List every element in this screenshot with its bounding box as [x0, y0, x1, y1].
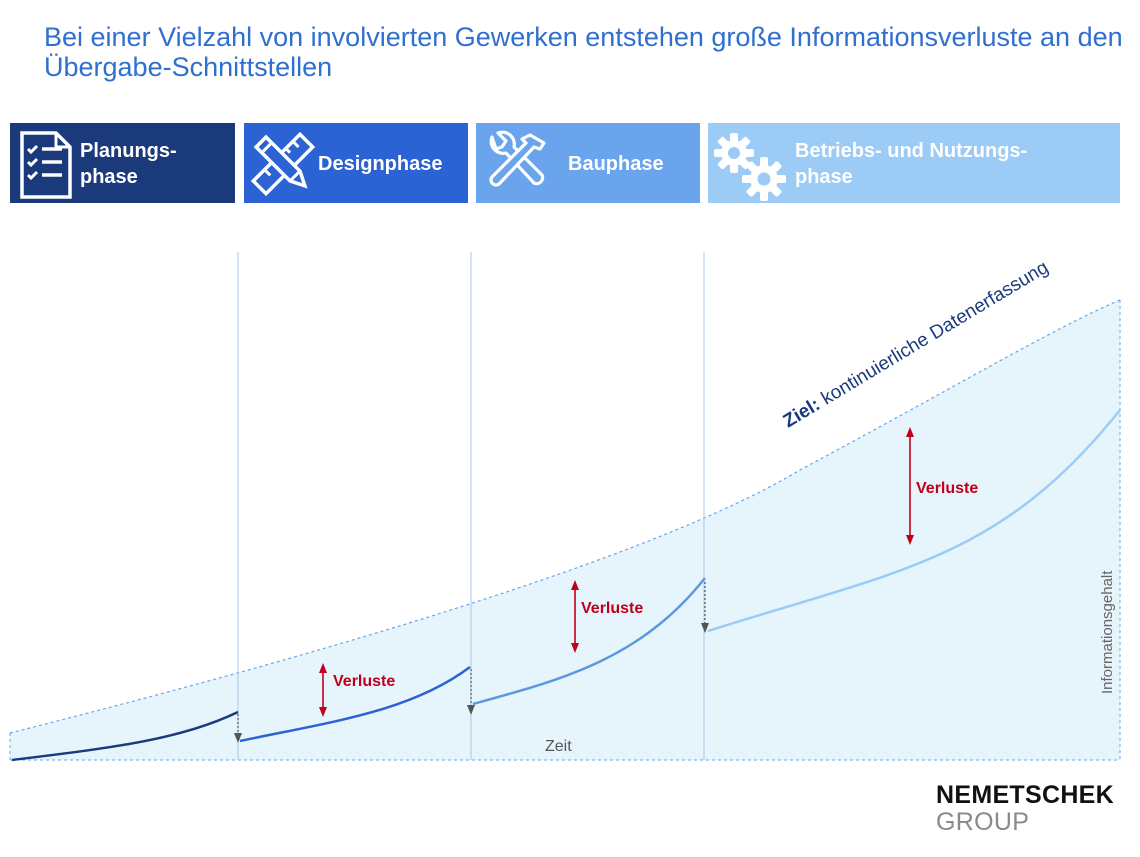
- phase-planning: Planungs-phase: [10, 123, 235, 203]
- info-curve-phase1: [11, 710, 239, 762]
- info-curve-phase4: [707, 409, 1121, 633]
- wrench-hammer-icon: [482, 129, 554, 206]
- phase-design: Designphase: [244, 123, 468, 203]
- gears-icon: [710, 129, 788, 210]
- x-axis-label: Zeit: [545, 738, 572, 755]
- phase-operation: Betriebs- und Nutzungs-phase: [708, 123, 1120, 203]
- info-curve-phase3: [472, 577, 706, 706]
- loss-label-2: Verluste: [581, 600, 643, 617]
- phase-operation-label: Betriebs- und Nutzungs-phase: [795, 140, 1028, 188]
- loss-label-3: Verluste: [916, 480, 978, 497]
- loss-label-1: Verluste: [333, 673, 395, 690]
- page-title: Bei einer Vielzahl von involvierten Gewe…: [44, 22, 1123, 82]
- logo-line2: GROUP: [936, 808, 1030, 836]
- phase-construction-label: Bauphase: [568, 153, 664, 175]
- logo-line1: NEMETSCHEK: [936, 781, 1115, 809]
- goal-line: [9, 299, 1121, 734]
- pencil-ruler-icon: [248, 129, 318, 206]
- phase-design-label: Designphase: [318, 153, 443, 175]
- checklist-icon: [16, 129, 78, 208]
- phase-planning-label: Planungs-phase: [80, 140, 177, 188]
- info-curve-phase2: [239, 665, 471, 743]
- phase-construction: Bauphase: [476, 123, 700, 203]
- goal-area: [10, 300, 1120, 760]
- y-axis-label: Informationsgehalt: [1099, 570, 1116, 694]
